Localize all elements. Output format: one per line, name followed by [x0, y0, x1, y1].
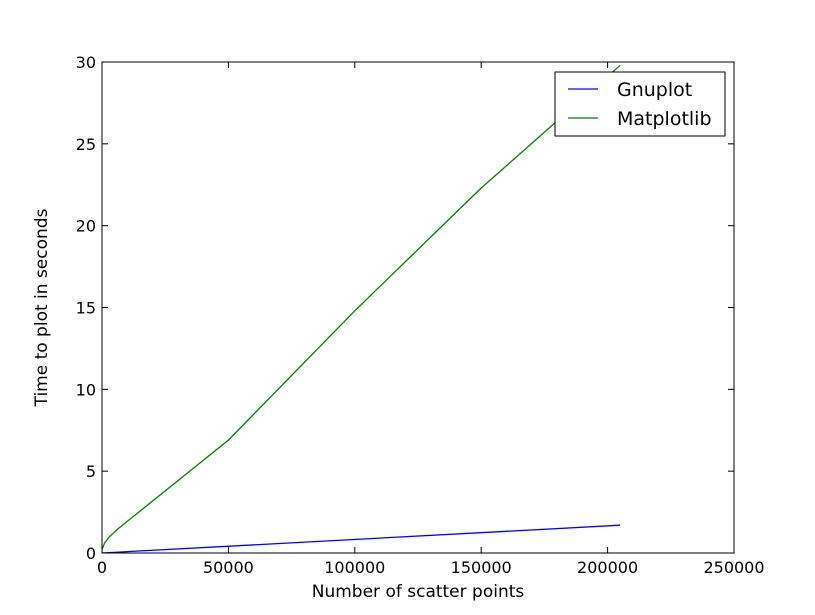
plot-content [102, 64, 621, 553]
y-tick-label: 30 [76, 53, 96, 72]
series-line-matplotlib [102, 64, 621, 550]
x-axis-label: Number of scatter points [312, 582, 525, 602]
legend: Gnuplot Matplotlib [554, 71, 726, 137]
series-line-gnuplot [102, 524, 621, 553]
y-tick-label: 5 [86, 462, 96, 481]
x-tick-label: 100000 [324, 558, 385, 577]
y-axis-label: Time to plot in seconds [32, 208, 52, 407]
y-tick-label: 10 [76, 380, 96, 399]
legend-label-matplotlib: Matplotlib [617, 108, 712, 130]
axes-layer: 0 50000 100000 150000 200000 250000 0 5 10 15 20 25… [32, 53, 765, 602]
x-tick-label: 250000 [703, 558, 764, 577]
y-tick-label: 15 [76, 299, 96, 318]
y-tick-label: 25 [76, 135, 96, 154]
x-tick-label: 50000 [203, 558, 254, 577]
y-tick-label: 0 [86, 544, 96, 563]
y-tick-label: 20 [76, 217, 96, 236]
legend-box [554, 71, 726, 137]
x-tick-label: 200000 [577, 558, 638, 577]
x-tick-label: 0 [97, 558, 107, 577]
x-tick-label: 150000 [451, 558, 512, 577]
legend-label-gnuplot: Gnuplot [617, 79, 692, 101]
